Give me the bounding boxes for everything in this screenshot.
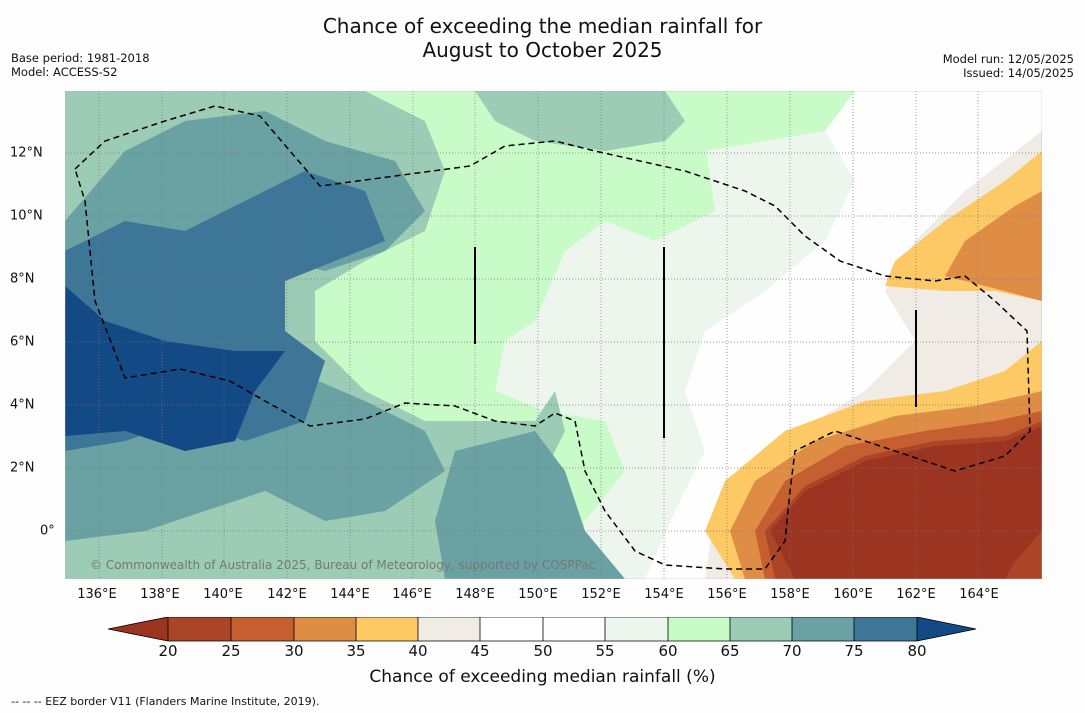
colorbar-swatch (480, 617, 543, 641)
colorbar-high-arrow (917, 617, 976, 641)
contour-65-70-north (475, 91, 685, 151)
title-line-2: August to October 2025 (422, 38, 663, 62)
y-tick: 6°N (10, 334, 35, 350)
x-tick: 136°E (77, 587, 117, 602)
x-tick: 164°E (959, 587, 999, 602)
x-tick: 146°E (392, 587, 432, 602)
colorbar-tick: 35 (346, 642, 366, 660)
y-tick: 10°N (10, 208, 43, 224)
x-tick: 156°E (707, 587, 747, 602)
colorbar-label: Chance of exceeding median rainfall (%) (369, 667, 716, 687)
y-tick: 0° (40, 523, 55, 539)
x-tick: 144°E (330, 587, 370, 602)
colorbar-low-arrow (108, 617, 168, 641)
colorbar (108, 617, 977, 642)
y-tick: 4°N (10, 397, 35, 413)
colorbar-swatch (730, 617, 792, 641)
contour-above-80 (65, 286, 285, 451)
colorbar-tick: 45 (470, 642, 490, 660)
colorbar-swatch (231, 617, 294, 641)
colorbar-tick: 50 (533, 642, 553, 660)
colorbar-tick: 25 (221, 642, 241, 660)
x-tick: 138°E (140, 587, 180, 602)
x-tick: 142°E (267, 587, 307, 602)
colorbar-swatch (792, 617, 854, 641)
colorbar-swatch (168, 617, 231, 641)
x-tick: 154°E (644, 587, 684, 602)
y-tick: 12°N (10, 145, 43, 161)
colorbar-tick: 60 (658, 642, 678, 660)
x-tick: 152°E (581, 587, 621, 602)
x-tick: 160°E (833, 587, 873, 602)
colorbar-swatch (605, 617, 668, 641)
gridlines (65, 91, 1042, 579)
x-tick: 150°E (518, 587, 558, 602)
x-tick: 148°E (455, 587, 495, 602)
map-title: Chance of exceeding the median rainfall … (0, 14, 1085, 62)
title-line-1: Chance of exceeding the median rainfall … (322, 14, 763, 38)
colorbar-swatch (668, 617, 730, 641)
colorbar-tick: 75 (844, 642, 864, 660)
colorbar-swatch (356, 617, 418, 641)
eez-footnote: -- -- -- EEZ border V11 (Flanders Marine… (11, 695, 320, 708)
colorbar-swatch (854, 617, 917, 641)
colorbar-tick: 80 (907, 642, 927, 660)
issued-date: Issued: 14/05/2025 (963, 66, 1074, 80)
eez-border (74, 105, 1031, 570)
colorbar-tick: 70 (782, 642, 802, 660)
model-run: Model run: 12/05/2025 (942, 52, 1074, 66)
y-tick: 8°N (10, 271, 35, 287)
model-name: Model: ACCESS-S2 (11, 65, 118, 79)
base-info: Base period: 1981-2018 Model: ACCESS-S2 (11, 51, 150, 79)
colorbar-tick: 20 (158, 642, 178, 660)
colorbar-tick: 30 (284, 642, 304, 660)
colorbar-swatch (543, 617, 605, 641)
colorbar-tick: 65 (720, 642, 740, 660)
colorbar-swatch (294, 617, 356, 641)
colorbar-swatch (418, 617, 480, 641)
base-period: Base period: 1981-2018 (11, 51, 150, 65)
x-tick: 162°E (896, 587, 936, 602)
copyright-text: © Commonwealth of Australia 2025, Bureau… (90, 558, 596, 572)
colorbar-tick: 55 (595, 642, 615, 660)
rainfall-map (65, 91, 1042, 579)
y-tick: 2°N (10, 460, 35, 476)
colorbar-tick: 40 (408, 642, 428, 660)
x-tick: 158°E (770, 587, 810, 602)
contour-below-20 (770, 426, 1042, 579)
x-tick: 140°E (203, 587, 243, 602)
run-info: Model run: 12/05/2025 Issued: 14/05/2025 (943, 52, 1074, 80)
contour-30-35-northeast (945, 191, 1042, 301)
